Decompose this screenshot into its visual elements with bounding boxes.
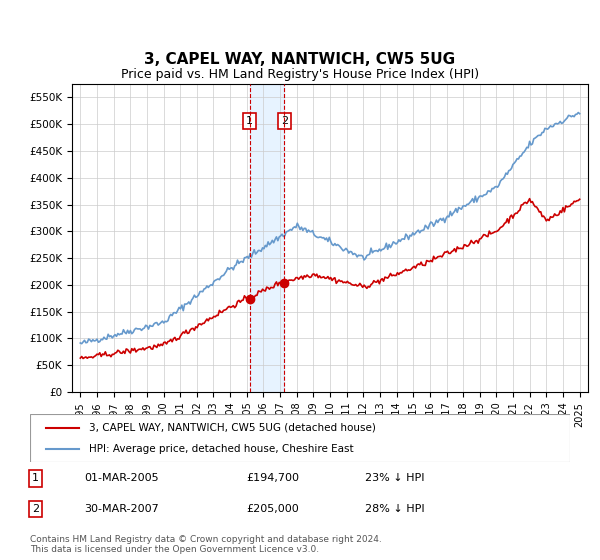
Text: 2: 2 <box>32 504 39 514</box>
Text: 3, CAPEL WAY, NANTWICH, CW5 5UG (detached house): 3, CAPEL WAY, NANTWICH, CW5 5UG (detache… <box>89 423 376 433</box>
Text: £194,700: £194,700 <box>246 473 299 483</box>
Text: 23% ↓ HPI: 23% ↓ HPI <box>365 473 424 483</box>
Text: 1: 1 <box>32 473 39 483</box>
Text: 2: 2 <box>281 116 288 126</box>
Text: 1: 1 <box>246 116 253 126</box>
Text: 28% ↓ HPI: 28% ↓ HPI <box>365 504 424 514</box>
Text: 3, CAPEL WAY, NANTWICH, CW5 5UG: 3, CAPEL WAY, NANTWICH, CW5 5UG <box>145 52 455 67</box>
Text: Contains HM Land Registry data © Crown copyright and database right 2024.
This d: Contains HM Land Registry data © Crown c… <box>30 535 382 554</box>
Text: Price paid vs. HM Land Registry's House Price Index (HPI): Price paid vs. HM Land Registry's House … <box>121 68 479 81</box>
Text: 30-MAR-2007: 30-MAR-2007 <box>84 504 159 514</box>
Text: 01-MAR-2005: 01-MAR-2005 <box>84 473 158 483</box>
Bar <box>250 84 284 392</box>
Text: HPI: Average price, detached house, Cheshire East: HPI: Average price, detached house, Ches… <box>89 444 354 454</box>
FancyBboxPatch shape <box>30 414 570 462</box>
Text: £205,000: £205,000 <box>246 504 299 514</box>
